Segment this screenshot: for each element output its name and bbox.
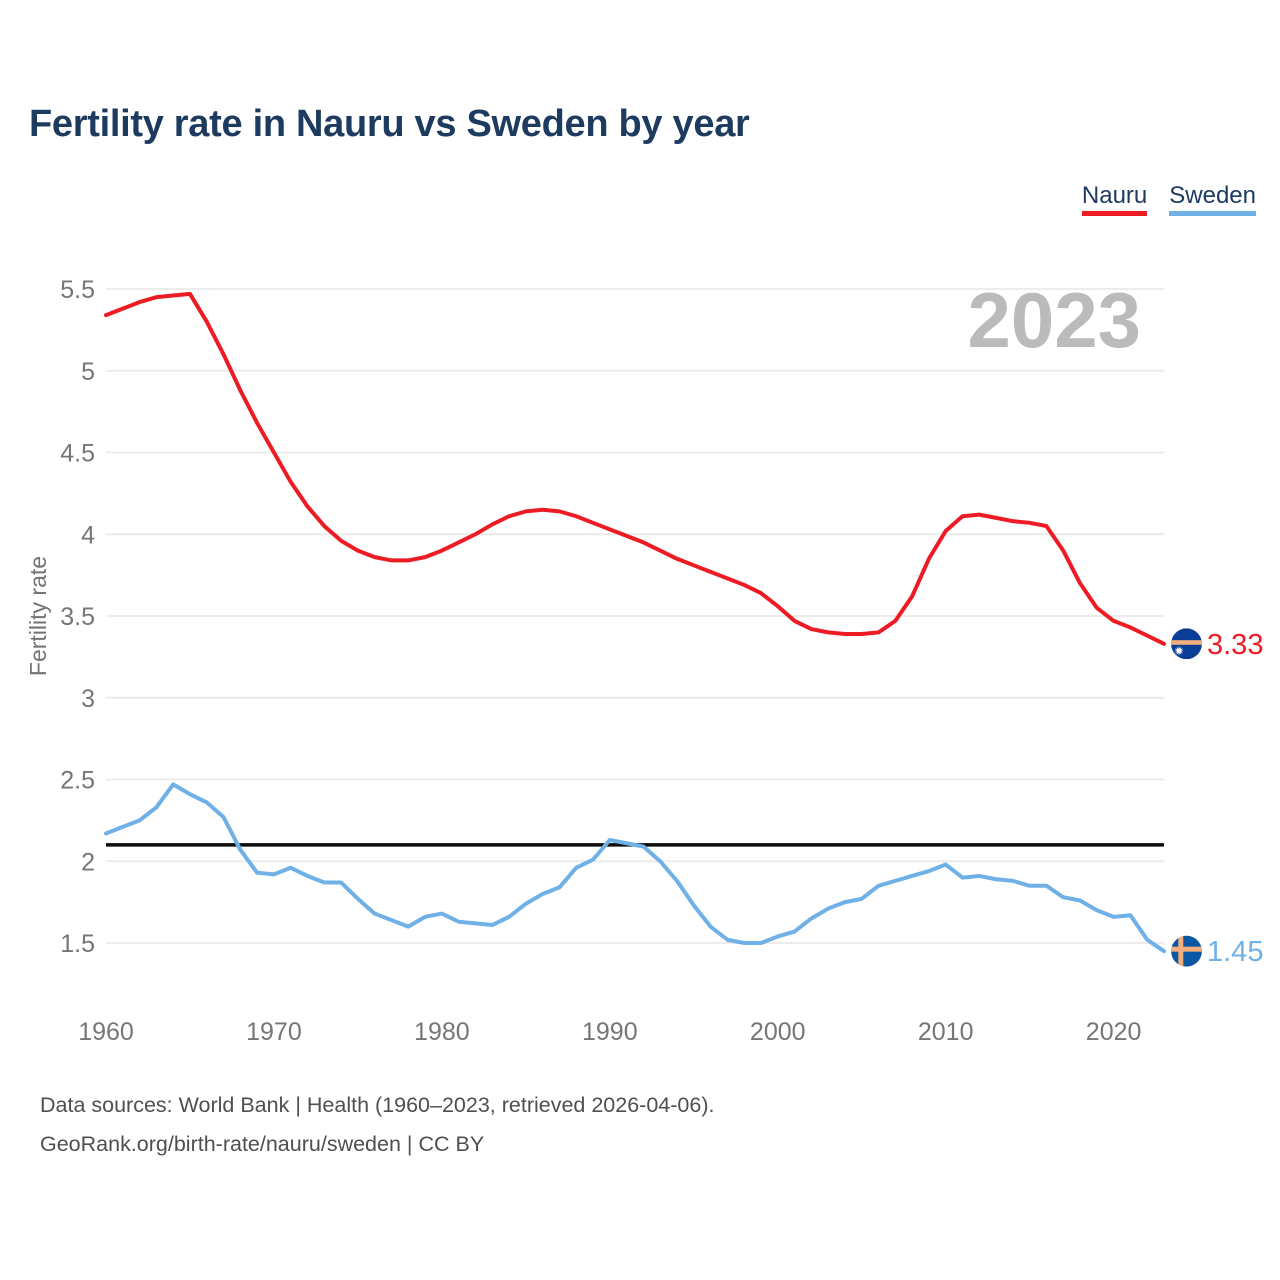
x-tick-label: 1970: [246, 1018, 302, 1046]
y-tick-label: 4.5: [60, 440, 95, 468]
y-tick-label: 5: [81, 358, 95, 386]
x-tick-label: 2020: [1086, 1018, 1142, 1046]
watermark-year: 2023: [967, 276, 1141, 364]
y-tick-label: 1.5: [60, 930, 95, 958]
sweden-flag-icon: [1171, 935, 1202, 967]
nauru-flag-icon: [1171, 628, 1202, 660]
legend-item-sweden[interactable]: Sweden: [1169, 184, 1256, 216]
y-axis-ticks: 1.5 2 2.5 3 3.5 4 4.5 5 5.5: [60, 276, 95, 958]
x-tick-label: 1960: [78, 1018, 134, 1046]
footer-attribution: GeoRank.org/birth-rate/nauru/sweden | CC…: [40, 1132, 485, 1156]
legend-label-nauru: Nauru: [1081, 182, 1148, 209]
nauru-end-value: 3.33: [1207, 629, 1263, 661]
y-axis-title: Fertility rate: [25, 556, 51, 676]
chart-title: Fertility rate in Nauru vs Sweden by yea…: [29, 103, 750, 145]
x-tick-label: 1990: [582, 1018, 638, 1046]
line-chart: 1.5 2 2.5 3 3.5 4 4.5 5 5.5 1960 1970 1980 1990 2000 2…: [25, 276, 1263, 1046]
x-tick-label: 2000: [750, 1018, 806, 1046]
sweden-end-value: 1.45: [1207, 936, 1263, 968]
y-tick-label: 3.5: [60, 603, 95, 631]
y-tick-label: 4: [81, 521, 95, 549]
legend-label-sweden: Sweden: [1169, 182, 1256, 209]
chart-area: 1.5 2 2.5 3 3.5 4 4.5 5 5.5 1960 1970 1980 1990 2000 2…: [25, 276, 1263, 1046]
footer-sources: Data sources: World Bank | Health (1960–…: [40, 1093, 715, 1117]
legend-item-nauru[interactable]: Nauru: [1081, 182, 1148, 216]
footer: Data sources: World Bank | Health (1960–…: [40, 1086, 714, 1164]
y-tick-label: 2.5: [60, 767, 95, 795]
y-tick-label: 5.5: [60, 276, 95, 304]
sweden-line: [104, 782, 1166, 954]
legend: Nauru Sweden: [1081, 182, 1256, 216]
nauru-line: [104, 291, 1166, 646]
nauru-star: [1174, 645, 1184, 656]
y-tick-label: 2: [81, 848, 95, 876]
gridlines: [106, 288, 1164, 944]
y-tick-label: 3: [81, 685, 95, 713]
x-tick-label: 2010: [918, 1018, 974, 1046]
x-axis-ticks: 1960 1970 1980 1990 2000 2010 2020: [78, 1018, 1141, 1046]
x-tick-label: 1980: [414, 1018, 470, 1046]
